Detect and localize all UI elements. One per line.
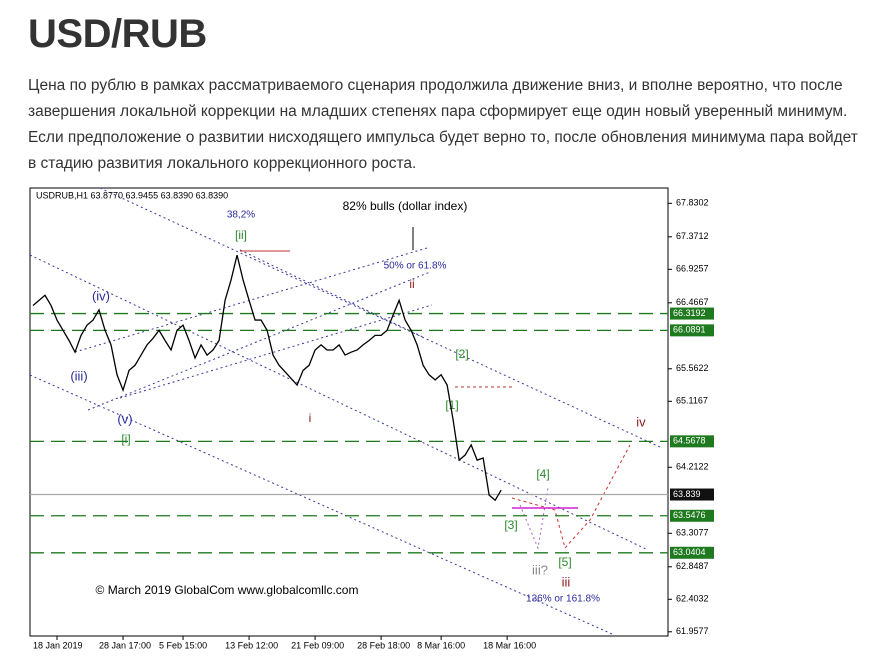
- trend-lines: [29, 187, 663, 635]
- level-line-label: 63.5476: [673, 510, 706, 520]
- annotation: [3]: [504, 518, 517, 532]
- x-tick-label: 28 Feb 18:00: [357, 640, 410, 650]
- text-line: Если предположение о развитии нисходящег…: [28, 129, 858, 146]
- annotation: (v): [117, 411, 132, 426]
- y-tick-label: 61.9577: [676, 626, 709, 636]
- y-tick-label: 62.4032: [676, 594, 709, 604]
- level-line-label-bg: [670, 509, 714, 522]
- projection: [519, 487, 549, 550]
- y-tick-label: 67.3712: [676, 231, 709, 241]
- x-tick-label: 18 Mar 16:00: [483, 640, 536, 650]
- level-line-label: 66.0891: [673, 325, 706, 335]
- annotation: iv: [636, 414, 646, 429]
- level-line-label: 63.0404: [673, 547, 706, 557]
- annotation: (iii): [70, 368, 87, 383]
- annotation: 50% or 61.8%: [384, 261, 447, 272]
- price-line: [32, 254, 502, 502]
- annotation: ii: [409, 277, 414, 291]
- level-line-label-bg: [670, 435, 714, 448]
- annotation: [5]: [558, 555, 571, 569]
- annotations: 82% bulls (dollar index) 38,2% [ii] 50% …: [70, 199, 646, 604]
- x-tick-label: 8 Mar 16:00: [417, 640, 465, 650]
- level-line-label-bg: [670, 546, 714, 559]
- current-price-label-bg: [670, 488, 714, 501]
- annotation: [4]: [536, 467, 549, 481]
- level-line-label: 64.5678: [673, 436, 706, 446]
- y-tick-label: 66.9257: [676, 264, 709, 274]
- annotation: [ii]: [235, 228, 247, 242]
- level-line-label-bg: [670, 324, 714, 337]
- y-tick-label: 66.4667: [676, 297, 709, 307]
- annotation: iii: [562, 574, 571, 589]
- annotation: 136% or 161.8%: [526, 594, 600, 605]
- level-line-label: 66.3192: [673, 308, 706, 318]
- y-tick-label: 65.1167: [676, 396, 708, 406]
- annotation: 82% bulls (dollar index): [343, 199, 468, 213]
- annotation: © March 2019 GlobalCom www.globalcomllc.…: [96, 583, 359, 597]
- annotation: (iv): [92, 288, 110, 303]
- paragraph: Цена по рублю в рамках рассматриваемого …: [28, 73, 858, 177]
- plot-frame: [29, 187, 669, 637]
- x-tick-label: 21 Feb 09:00: [291, 640, 344, 650]
- x-tick-label: 28 Jan 17:00: [99, 640, 151, 650]
- annotation: iii?: [532, 562, 548, 577]
- annotation: [i]: [121, 432, 130, 446]
- text-line: в стадию развития локального коррекционн…: [28, 155, 417, 172]
- y-tick-label: 67.8302: [676, 198, 709, 208]
- text-line: завершения локальной коррекции на младши…: [28, 103, 848, 120]
- chart-header: USDRUB,H1 63.8770 63.9455 63.8390 63.839…: [36, 190, 228, 200]
- text-line: Цена по рублю в рамках рассматриваемого …: [28, 77, 843, 94]
- x-tick-label: 13 Feb 12:00: [225, 640, 278, 650]
- annotation: i: [309, 411, 312, 425]
- current-price-label: 63.839: [673, 489, 701, 499]
- y-tick-label: 62.8487: [676, 561, 709, 571]
- y-tick-label: 64.2122: [676, 462, 709, 472]
- x-tick-label: 5 Feb 15:00: [159, 640, 207, 650]
- y-tick-label: 65.5622: [676, 363, 709, 373]
- annotation: 38,2%: [227, 210, 255, 221]
- x-tick-label: 18 Jan 2019: [33, 640, 83, 650]
- y-tick-label: 63.3077: [676, 528, 709, 538]
- annotation: [1]: [445, 398, 458, 412]
- annotation: [2]: [455, 347, 468, 361]
- title: USD/RUB: [28, 12, 207, 56]
- level-line-label-bg: [670, 307, 714, 320]
